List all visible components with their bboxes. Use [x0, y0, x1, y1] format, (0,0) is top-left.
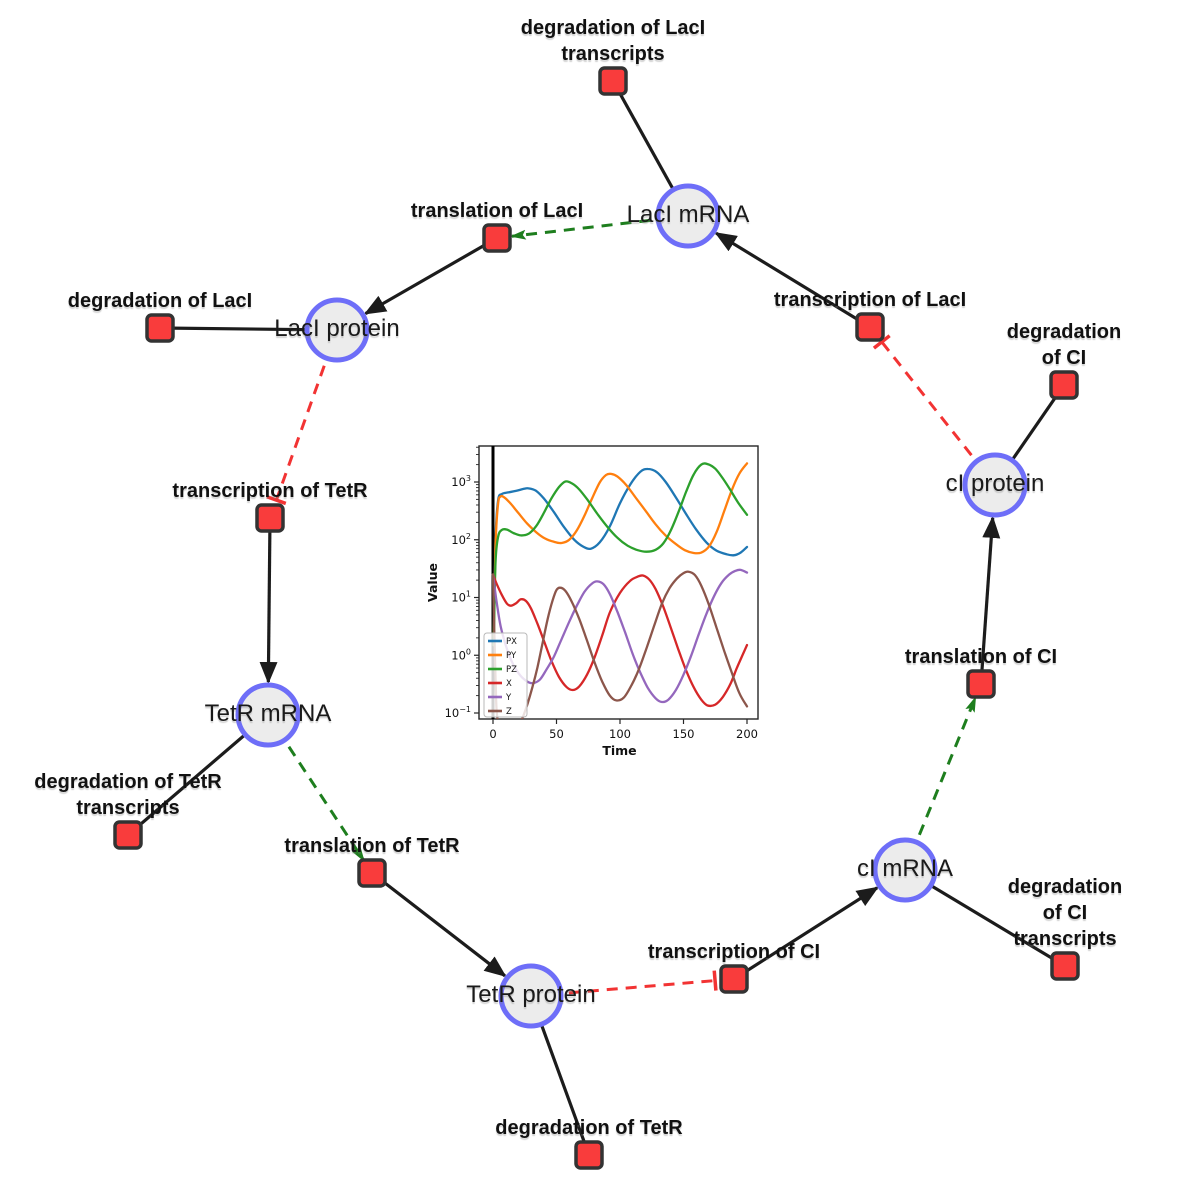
reaction-label-tl_cI: translation of CI	[904, 646, 1058, 668]
reaction-label-deg_lacI_tx: degradation of LacI transcripts	[520, 17, 706, 65]
series-Y	[491, 568, 749, 704]
y-tick-label: 102	[451, 532, 471, 547]
species-label-lacI_mRNA: LacI mRNA	[626, 201, 750, 228]
species-node-lacI_mRNA[interactable]	[655, 183, 721, 249]
reaction-node-tl_tetR[interactable]	[357, 858, 387, 888]
reaction-label-deg_tetR: degradation of TetR	[495, 1117, 683, 1139]
reaction-node-deg_tetR_tx[interactable]	[113, 820, 143, 850]
x-tick-label: 100	[609, 727, 631, 741]
series-curves	[491, 462, 749, 719]
legend-label-PZ: PZ	[506, 665, 517, 675]
reaction-node-deg_cI[interactable]	[1049, 370, 1079, 400]
edge-modifier-cI_mRNA-tl_cI[interactable]	[903, 696, 977, 871]
reaction-label-deg_lacI: degradation of LacI	[67, 290, 253, 312]
reaction-label-tx_cI: transcription of CI	[647, 941, 821, 963]
legend-label-X: X	[506, 679, 512, 689]
series-X	[491, 573, 749, 708]
reaction-node-deg_cI_tx[interactable]	[1050, 951, 1080, 981]
species-label-tetR_mRNA: TetR mRNA	[204, 700, 332, 727]
plot-frame	[478, 445, 759, 720]
x-axis-label: Time	[602, 743, 636, 758]
species-label-cI_mRNA: cI mRNA	[857, 855, 953, 882]
reaction-label-tx_tetR: transcription of TetR	[172, 480, 368, 502]
species-label-lacI_protein: LacI protein	[274, 315, 400, 342]
y-tick-label: 101	[451, 590, 471, 605]
edge-product-tx_lacI-lacI_mRNA[interactable]	[714, 231, 871, 329]
species-node-tetR_mRNA[interactable]	[235, 682, 301, 748]
reaction-label-deg_tetR_tx: degradation of TetR transcripts	[34, 771, 222, 819]
edge-inhibition-cI_protein-tx_lacI[interactable]	[872, 334, 997, 486]
legend-label-PY: PY	[506, 651, 517, 661]
y-tick-label: 103	[451, 474, 471, 489]
edge-product-tl_cI-cI_protein[interactable]	[979, 515, 1001, 685]
species-node-lacI_protein[interactable]	[304, 297, 370, 363]
x-tick-label: 50	[549, 727, 564, 741]
edge-inhibition-tetR_protein-tx_cI[interactable]	[530, 970, 718, 998]
series-PY	[492, 462, 749, 647]
y-tick-label: 10−1	[445, 705, 471, 720]
reaction-node-tx_tetR[interactable]	[255, 503, 285, 533]
series-Z	[491, 570, 749, 719]
species-label-cI_protein: cI protein	[945, 470, 1045, 497]
reaction-node-tx_lacI[interactable]	[855, 312, 885, 342]
x-tick-label: 200	[736, 727, 758, 741]
legend-label-Y: Y	[505, 693, 512, 703]
species-node-cI_protein[interactable]	[962, 452, 1028, 518]
reaction-label-tl_lacI: translation of LacI	[410, 200, 584, 222]
reaction-node-tl_lacI[interactable]	[482, 223, 512, 253]
y-axis-label: Value	[425, 563, 440, 602]
axis-ticks	[474, 446, 748, 724]
species-label-tetR_protein: TetR protein	[466, 981, 596, 1008]
x-tick-label: 0	[489, 727, 496, 741]
reaction-label-deg_cI_tx: degradation of CI transcripts	[1007, 876, 1123, 950]
reaction-node-tl_cI[interactable]	[966, 669, 996, 699]
reaction-node-deg_lacI[interactable]	[145, 313, 175, 343]
legend: PX PY PZ XYZ	[483, 632, 528, 718]
reaction-label-tx_lacI: transcription of LacI	[773, 289, 967, 311]
species-node-tetR_protein[interactable]	[498, 963, 564, 1029]
edge-product-tx_cI-cI_mRNA[interactable]	[733, 886, 879, 981]
y-tick-label: 100	[451, 647, 471, 662]
reaction-node-tx_cI[interactable]	[719, 964, 749, 994]
legend-label-PX: PX	[506, 637, 517, 647]
reaction-node-deg_lacI_tx[interactable]	[598, 66, 628, 96]
legend-label-Z: Z	[506, 707, 512, 717]
nodes-layer	[113, 66, 1080, 1170]
edge-product-tl_lacI-lacI_protein[interactable]	[363, 236, 498, 315]
species-node-cI_mRNA[interactable]	[872, 837, 938, 903]
edge-product-tx_tetR-tetR_mRNA[interactable]	[259, 517, 278, 685]
reaction-label-tl_tetR: translation of TetR	[284, 835, 460, 857]
edge-product-tl_tetR-tetR_protein[interactable]	[371, 871, 507, 978]
reaction-node-deg_tetR[interactable]	[574, 1140, 604, 1170]
series-PX	[492, 467, 749, 647]
reaction-label-deg_cI: degradation of CI	[1006, 321, 1122, 369]
x-tick-label: 150	[673, 727, 695, 741]
series-PZ	[492, 462, 749, 647]
